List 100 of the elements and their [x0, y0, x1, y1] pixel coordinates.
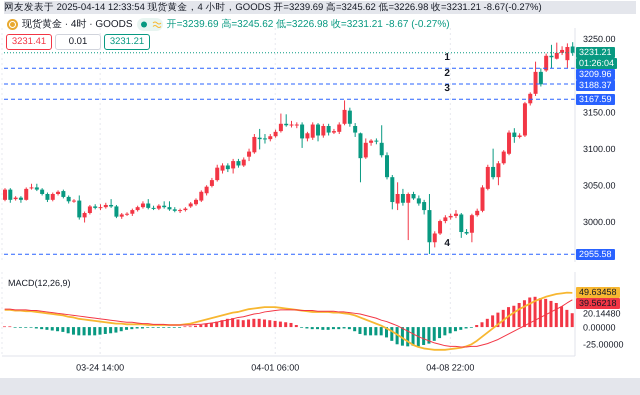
- bar: [565, 310, 568, 328]
- y-tick-label: -25.00000: [583, 339, 624, 350]
- bar: [278, 322, 282, 328]
- chart-subtitle: 现货黄金 · 4时 · GOODS: [22, 18, 133, 31]
- line-series: [4, 292, 574, 351]
- candlestick: [321, 123, 326, 138]
- bar: [432, 327, 436, 341]
- annotation: 0.01: [55, 34, 101, 50]
- candlestick: [459, 212, 464, 238]
- annotation: 3231.41: [6, 34, 52, 50]
- bar: [448, 327, 452, 334]
- y-tick-label: 3150.00: [583, 107, 616, 118]
- bar: [554, 302, 558, 328]
- bar: [72, 327, 75, 335]
- ref-line-label: 3188.37: [576, 80, 615, 92]
- candlestick: [348, 107, 352, 128]
- candlestick: [24, 186, 28, 202]
- bar: [262, 320, 266, 328]
- candlestick: [82, 211, 87, 224]
- y-tick-label: 3100.00: [583, 144, 616, 154]
- candlestick: [496, 160, 500, 186]
- bar: [518, 302, 521, 328]
- bar: [570, 313, 574, 328]
- candlestick: [512, 128, 516, 144]
- candlestick: [146, 198, 150, 210]
- bar: [380, 327, 383, 336]
- bar: [290, 322, 292, 328]
- candlestick: [470, 213, 474, 243]
- candlestick: [400, 188, 405, 206]
- data-label: 39.56218: [576, 298, 620, 310]
- text: MACD(12,26,9): [8, 278, 71, 288]
- x-tick-label: 04-01 06:00: [251, 362, 300, 372]
- bar: [247, 320, 250, 328]
- bar: [236, 320, 240, 328]
- y-tick-label: 3050.00: [583, 180, 616, 190]
- bar: [56, 327, 60, 332]
- bar: [274, 320, 277, 328]
- bar: [353, 327, 356, 332]
- annotation: 开=3239.69 高=3245.62 低=3226.98 收=3231.21 -8.67 (-0.27%): [166, 18, 450, 31]
- y-tick-label: 0.00000: [583, 322, 616, 332]
- bar: [326, 327, 330, 330]
- bar: [512, 306, 516, 328]
- candlestick: [231, 158, 236, 174]
- bar: [258, 318, 261, 328]
- annotation: 3231.21: [104, 34, 150, 50]
- candlestick: [326, 123, 331, 136]
- candlestick: [438, 219, 442, 236]
- candlestick: [300, 122, 304, 148]
- candlestick: [528, 92, 532, 106]
- y-tick-label: 3000.00: [583, 216, 616, 227]
- y-tick-label: 3250.00: [583, 34, 616, 44]
- candlestick: [380, 124, 384, 158]
- bar: [560, 306, 564, 328]
- candlestick: [210, 177, 214, 188]
- ref-line-label: 2955.58: [576, 248, 615, 260]
- ref-line-label: 3167.59: [576, 94, 615, 105]
- candlestick: [385, 152, 389, 180]
- bar: [454, 327, 457, 332]
- bar: [284, 322, 288, 328]
- bar: [104, 327, 107, 334]
- ref-line-label: 3231.21: [576, 47, 615, 58]
- annotation: 1: [444, 52, 450, 64]
- bar: [438, 327, 442, 338]
- candlestick: [167, 200, 172, 212]
- candlestick: [316, 122, 320, 142]
- bar: [321, 327, 324, 330]
- bar: [231, 318, 234, 328]
- bar: [125, 327, 128, 330]
- y-tick-label: 20.14480: [583, 308, 621, 318]
- bar: [50, 327, 54, 331]
- bar: [45, 327, 48, 330]
- candlestick: [114, 204, 118, 219]
- bar: [109, 327, 112, 334]
- bar: [82, 327, 86, 336]
- candlestick: [534, 61, 538, 97]
- ref-line-label: 3209.96: [576, 69, 615, 80]
- candlestick: [491, 148, 496, 180]
- bar: [369, 327, 372, 336]
- candlestick: [8, 188, 12, 204]
- candlestick: [432, 230, 437, 248]
- bar: [268, 320, 272, 328]
- bar: [93, 327, 96, 336]
- x-tick-label: 03-24 14:00: [76, 362, 124, 372]
- bar: [252, 318, 256, 328]
- candlestick: [353, 122, 358, 138]
- bar: [98, 327, 102, 335]
- bar: [61, 327, 64, 332]
- candlestick: [278, 113, 283, 134]
- bar: [486, 318, 489, 328]
- bar: [77, 327, 80, 336]
- candlestick: [396, 182, 400, 211]
- bar: [364, 327, 367, 336]
- bar: [374, 327, 378, 336]
- candlestick: [364, 138, 368, 160]
- bar: [443, 327, 446, 336]
- bar: [427, 327, 430, 344]
- bar: [491, 315, 494, 328]
- chart-title: 网友发表于 2025-04-14 12:33:54 现货黄金，4 小时，GOODS 开=3239.69 高=3245.62 低=3226.98 收=3231.21 -8.67(-0.27%): [4, 1, 636, 14]
- bar: [480, 322, 484, 328]
- bar: [120, 327, 123, 332]
